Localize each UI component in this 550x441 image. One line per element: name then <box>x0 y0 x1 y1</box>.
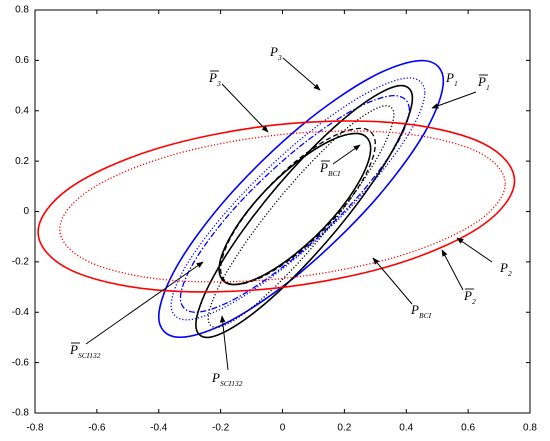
annotation-subscript: BCI <box>419 311 432 320</box>
annotation-subscript: 1 <box>486 83 490 92</box>
ellipse-curve <box>179 94 410 313</box>
x-tick-label: 0.2 <box>337 423 351 434</box>
annotation-subscript: BCI <box>328 169 341 178</box>
ellipse-curve <box>59 130 506 283</box>
ellipse-curve <box>207 105 395 328</box>
ellipse-curve <box>195 84 414 339</box>
y-tick-label: 0.8 <box>15 5 29 16</box>
annotation-subscript: 1 <box>454 79 458 88</box>
annotation-label: P <box>410 302 419 317</box>
y-tick-label: -0.2 <box>12 257 30 268</box>
annotation-label: P <box>463 288 472 303</box>
annotation-arrow <box>282 57 321 91</box>
annotation-subscript: SCI132 <box>220 379 243 388</box>
annotation-arrow <box>332 144 361 165</box>
annotation-label: P <box>269 44 278 59</box>
annotation-label: P <box>69 342 78 357</box>
x-tick-label: -0.8 <box>26 423 44 434</box>
y-tick-label: -0.8 <box>12 408 30 419</box>
annotation-label: P <box>211 370 220 385</box>
ellipse-curve <box>170 77 426 321</box>
y-tick-label: -0.6 <box>12 357 30 368</box>
y-tick-label: 0.4 <box>15 105 29 116</box>
annotation-label: P <box>499 260 508 275</box>
y-tick-label: -0.4 <box>12 307 30 318</box>
x-tick-label: -0.6 <box>88 423 106 434</box>
annotation-subscript: 2 <box>508 269 512 278</box>
x-tick-label: -0.4 <box>150 423 168 434</box>
annotation-arrow <box>219 315 229 371</box>
annotation-label: P <box>477 74 486 89</box>
annotation-arrow <box>85 261 204 345</box>
y-tick-label: 0.2 <box>15 156 29 167</box>
annotation-arrow <box>441 249 464 291</box>
annotation-label: P <box>319 160 328 175</box>
x-tick-label: 0.8 <box>523 423 537 434</box>
annotation-label: P <box>445 70 454 85</box>
ellipse-curve <box>218 132 372 286</box>
annotation-subscript: SCI132 <box>78 351 101 360</box>
x-tick-label: 0.4 <box>399 423 413 434</box>
ellipse-curve <box>219 127 376 286</box>
x-tick-label: 0.6 <box>461 423 475 434</box>
y-tick-label: 0 <box>23 206 29 217</box>
annotation-subscript: 3 <box>277 53 282 62</box>
y-tick-label: 0.6 <box>15 55 29 66</box>
annotation-arrow <box>221 83 269 133</box>
annotation-subscript: 2 <box>472 297 476 306</box>
annotation-arrow <box>372 257 413 305</box>
annotation-label: P <box>208 70 217 85</box>
annotation-arrow <box>456 237 493 263</box>
annotation-subscript: 3 <box>216 79 221 88</box>
annotation-arrow <box>431 91 477 109</box>
ellipse-curve <box>157 59 445 338</box>
plot-frame <box>34 9 531 414</box>
x-tick-label: 0 <box>280 423 286 434</box>
ellipse-curve <box>37 120 516 293</box>
x-tick-label: -0.2 <box>212 423 230 434</box>
